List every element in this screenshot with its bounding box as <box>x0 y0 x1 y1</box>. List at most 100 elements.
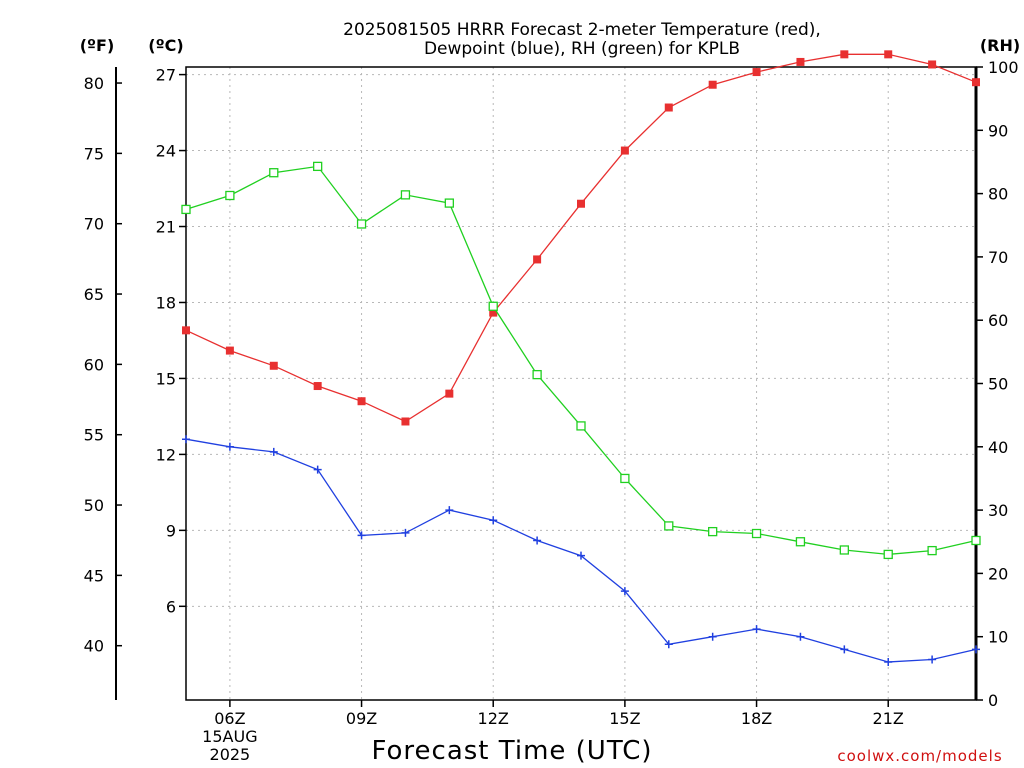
dewpoint-point <box>401 528 410 537</box>
fahrenheit-tick-label: 55 <box>84 426 104 445</box>
dewpoint-point <box>752 625 761 634</box>
temperature-point <box>840 50 849 59</box>
fahrenheit-tick-label: 45 <box>84 566 104 585</box>
rh-unit-label: (RH) <box>980 36 1020 55</box>
rh-point <box>356 219 367 229</box>
temperature-point <box>884 50 893 59</box>
fahrenheit-unit-label: (ºF) <box>80 36 115 55</box>
credit-text: coolwx.com/models <box>837 747 1002 765</box>
x-tick-label: 15Z <box>609 709 640 728</box>
x-tick-label: 09Z <box>346 709 377 728</box>
dewpoint-point <box>182 435 190 444</box>
celsius-tick-label: 18 <box>156 293 176 312</box>
x-tick-year-label: 2025 <box>210 745 251 764</box>
rh-tick-label: 50 <box>988 375 1008 394</box>
fahrenheit-tick-label: 60 <box>84 355 104 374</box>
rh-point <box>400 190 411 200</box>
rh-point <box>751 528 762 539</box>
temperature-point <box>577 199 585 208</box>
dewpoint-point <box>840 645 849 654</box>
rh-point <box>576 421 586 431</box>
celsius-tick-label: 9 <box>166 521 176 540</box>
celsius-tick-label: 27 <box>156 66 176 85</box>
dewpoint-point <box>620 587 629 596</box>
rh-tick-label: 40 <box>988 438 1008 457</box>
dewpoint-point <box>313 465 322 474</box>
dewpoint-point <box>445 506 454 515</box>
dewpoint-point <box>928 655 937 664</box>
fahrenheit-tick-label: 80 <box>84 74 104 93</box>
dewpoint-point <box>796 632 805 641</box>
dewpoint-point <box>225 442 234 451</box>
rh-point <box>927 545 937 556</box>
chart-title-line1: 2025081505 HRRR Forecast 2-meter Tempera… <box>343 20 821 40</box>
x-tick-date-label: 15AUG <box>202 727 257 746</box>
temperature-point <box>664 103 673 112</box>
rh-tick-label: 0 <box>988 691 998 710</box>
celsius-tick-label: 6 <box>166 597 176 616</box>
temperature-point <box>533 255 542 264</box>
dewpoint-series <box>182 435 980 667</box>
chart-title-line2: Dewpoint (blue), RH (green) for KPLB <box>424 39 740 59</box>
dewpoint-point <box>664 640 673 649</box>
temperature-point <box>401 417 410 426</box>
x-axis-label: Forecast Time (UTC) <box>371 736 652 766</box>
rh-point <box>620 473 630 484</box>
rh-series <box>181 161 981 560</box>
fahrenheit-tick-label: 65 <box>84 285 104 304</box>
x-tick-label: 06Z <box>214 709 245 728</box>
dewpoint-point <box>577 551 585 560</box>
rh-point <box>488 301 498 311</box>
temperature-point <box>269 361 278 370</box>
fahrenheit-tick-label: 75 <box>84 144 104 163</box>
x-tick-label: 18Z <box>741 709 772 728</box>
rh-tick-label: 90 <box>988 121 1008 140</box>
temperature-point <box>225 346 234 355</box>
rh-point <box>795 537 806 547</box>
temperature-point <box>752 68 761 77</box>
rh-point <box>708 526 718 537</box>
temperature-line <box>185 53 977 423</box>
rh-point <box>181 204 191 215</box>
rh-tick-label: 20 <box>988 564 1008 583</box>
fahrenheit-tick-label: 40 <box>84 637 104 656</box>
dewpoint-point <box>269 447 278 456</box>
temperature-point <box>445 389 454 398</box>
temperature-point <box>313 382 322 391</box>
dewpoint-point <box>533 536 542 545</box>
rh-point <box>971 535 981 546</box>
temperature-point <box>708 80 717 89</box>
dewpoint-point <box>357 531 366 540</box>
temperature-point <box>357 397 366 406</box>
rh-tick-label: 70 <box>988 248 1008 267</box>
rh-line <box>185 165 977 556</box>
fahrenheit-tick-label: 50 <box>84 496 104 515</box>
temperature-point <box>620 146 629 155</box>
celsius-unit-label: (ºC) <box>148 36 183 55</box>
celsius-tick-label: 21 <box>156 218 176 237</box>
temperature-point <box>182 326 190 335</box>
x-tick-label: 12Z <box>478 709 509 728</box>
series-layer <box>181 50 981 667</box>
dewpoint-line <box>185 438 977 663</box>
celsius-tick-label: 12 <box>156 445 176 464</box>
temperature-series <box>182 50 980 426</box>
dewpoint-point <box>489 516 498 525</box>
rh-point <box>883 549 893 560</box>
rh-tick-label: 10 <box>988 628 1008 647</box>
temperature-point <box>489 308 498 317</box>
rh-point <box>839 545 849 555</box>
fahrenheit-tick-label: 70 <box>84 215 104 234</box>
temperature-point <box>928 60 937 69</box>
temperature-point <box>796 57 805 66</box>
plot-frame <box>185 66 977 701</box>
temperature-point <box>972 78 980 87</box>
celsius-tick-label: 15 <box>156 369 176 388</box>
dewpoint-point <box>884 658 893 667</box>
rh-point <box>664 521 674 531</box>
rh-point <box>269 168 279 178</box>
x-tick-label: 21Z <box>873 709 904 728</box>
rh-tick-label: 100 <box>988 58 1019 77</box>
